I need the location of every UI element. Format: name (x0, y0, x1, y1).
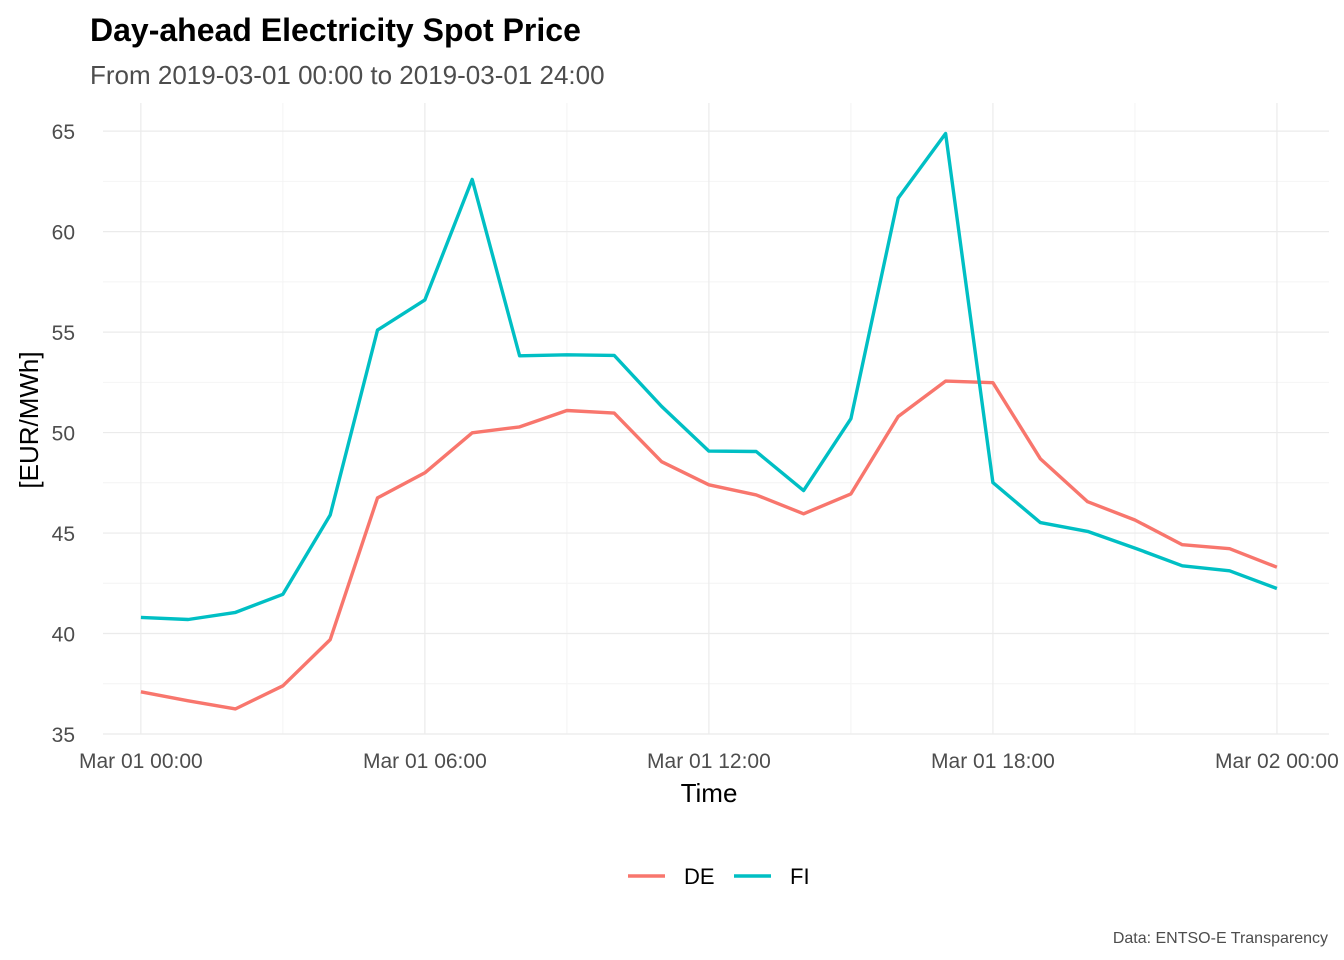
series-line-fi (140, 131, 1278, 622)
series-lines (140, 131, 1278, 711)
legend-label-fi: FI (790, 864, 810, 889)
x-tick-label: Mar 01 06:00 (363, 750, 487, 773)
y-axis-ticks: 35 40 45 50 55 60 65 (52, 121, 75, 747)
chart-caption: Data: ENTSO-E Transparency (1113, 930, 1328, 947)
grid (103, 103, 1329, 735)
x-tick-label: Mar 01 12:00 (647, 750, 771, 773)
series-line-de (140, 379, 1278, 711)
legend: DE FI (628, 864, 810, 889)
x-axis-ticks: Mar 01 00:00 Mar 01 06:00 Mar 01 12:00 Mar … (79, 750, 1339, 773)
chart-title: Day-ahead Electricity Spot Price (90, 12, 581, 48)
chart-subtitle: From 2019-03-01 00:00 to 2019-03-01 24:0… (90, 60, 605, 90)
x-tick-label: Mar 02 00:00 (1215, 750, 1339, 773)
y-axis-title: [EUR/MWh] (14, 351, 44, 488)
x-tick-label: Mar 01 00:00 (79, 750, 203, 773)
y-tick-label: 45 (52, 523, 75, 546)
x-tick-label: Mar 01 18:00 (931, 750, 1055, 773)
y-tick-label: 65 (52, 121, 75, 144)
y-tick-label: 50 (52, 423, 75, 446)
y-tick-label: 40 (52, 624, 75, 647)
legend-label-de: DE (684, 864, 715, 889)
y-tick-label: 35 (52, 724, 75, 747)
x-axis-title: Time (681, 778, 738, 808)
y-tick-label: 55 (52, 322, 75, 345)
y-tick-label: 60 (52, 222, 75, 245)
